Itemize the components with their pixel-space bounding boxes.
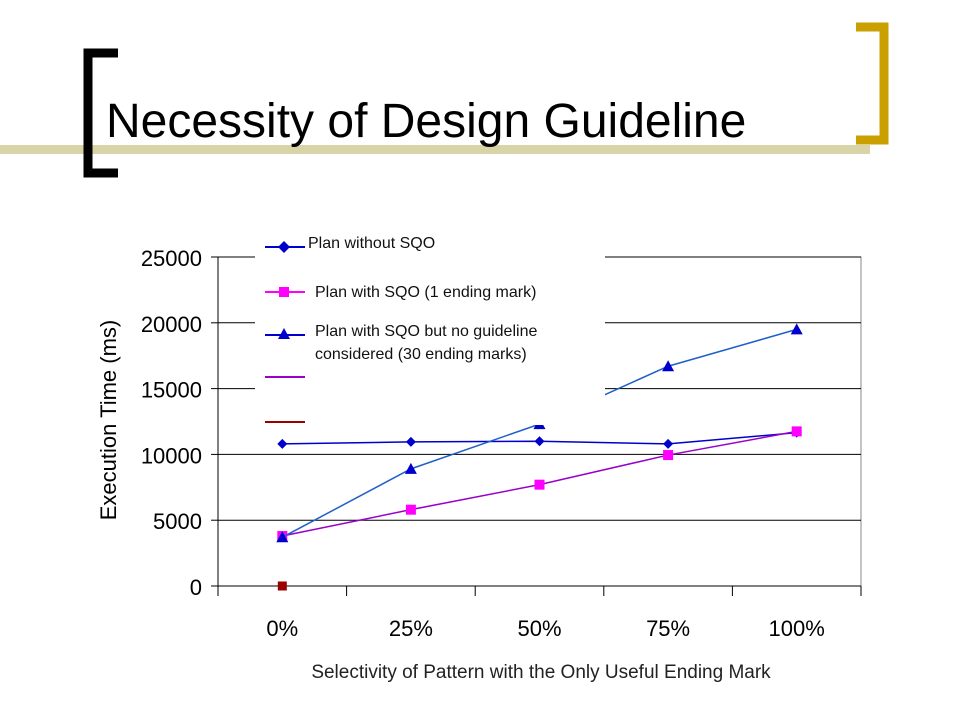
y-tick-label: 20000 xyxy=(141,312,202,337)
x-tick-label: 100% xyxy=(769,616,825,641)
data-point-diamond xyxy=(663,438,674,449)
data-point-square xyxy=(791,426,802,437)
data-point-diamond xyxy=(534,436,545,447)
x-tick-label: 50% xyxy=(517,616,561,641)
data-point-square xyxy=(663,450,674,461)
legend-label-series-2: Plan with SQO (1 ending mark) xyxy=(315,284,537,301)
y-tick-label: 15000 xyxy=(141,378,202,403)
y-tick-label: 0 xyxy=(190,575,202,600)
data-point-triangle xyxy=(276,531,289,543)
data-point-square xyxy=(405,504,416,515)
y-tick-label: 5000 xyxy=(153,509,202,534)
legend: Plan without SQO Plan with SQO (1 ending… xyxy=(255,225,605,425)
x-axis-label: Selectivity of Pattern with the Only Use… xyxy=(311,662,771,683)
legend-marker-square xyxy=(265,287,305,297)
x-tick-label: 25% xyxy=(389,616,433,641)
data-point-triangle xyxy=(662,360,675,372)
data-point-diamond xyxy=(277,438,288,449)
data-point-triangle xyxy=(404,462,417,474)
page-title: Necessity of Design Guideline xyxy=(106,95,747,148)
title-rule xyxy=(0,145,870,154)
legend-marker-triangle xyxy=(265,328,305,339)
data-point-triangle xyxy=(790,323,803,335)
y-axis-label: Execution Time (ms) xyxy=(96,320,121,521)
data-point-diamond xyxy=(405,436,416,447)
x-tick-label: 0% xyxy=(266,616,298,641)
left-bracket xyxy=(83,48,118,178)
right-bracket xyxy=(856,22,889,145)
y-tick-label: 25000 xyxy=(141,246,202,271)
y-tick-label: 10000 xyxy=(141,443,202,468)
legend-marker-diamond xyxy=(265,241,305,253)
title-decoration xyxy=(0,22,889,178)
data-point-square xyxy=(534,479,545,490)
legend-label-series-3: Plan with SQO but no guideline considere… xyxy=(315,323,538,363)
data-point-extra xyxy=(277,581,287,591)
x-tick-label: 75% xyxy=(646,616,690,641)
legend-label-series-1: Plan without SQO xyxy=(308,235,436,252)
